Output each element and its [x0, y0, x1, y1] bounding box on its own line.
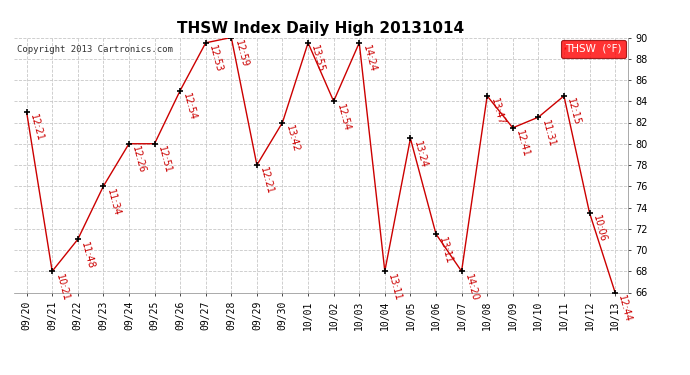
Text: 13:55: 13:55: [309, 44, 326, 74]
Text: 11:48: 11:48: [79, 241, 96, 270]
Text: 11:31: 11:31: [540, 118, 557, 148]
Text: Copyright 2013 Cartronics.com: Copyright 2013 Cartronics.com: [17, 45, 172, 54]
Text: 12:54: 12:54: [181, 92, 199, 122]
Text: 12:53: 12:53: [207, 44, 224, 74]
Legend: THSW  (°F): THSW (°F): [561, 40, 626, 58]
Text: 12:15: 12:15: [565, 98, 582, 127]
Text: 13:11: 13:11: [437, 236, 454, 265]
Text: 13:47: 13:47: [489, 98, 506, 127]
Text: 13:11: 13:11: [386, 273, 403, 302]
Text: 12:44: 12:44: [616, 294, 633, 323]
Text: 12:51: 12:51: [156, 145, 172, 175]
Text: 14:24: 14:24: [361, 44, 377, 74]
Text: 12:59: 12:59: [233, 39, 250, 69]
Text: 12:26: 12:26: [130, 145, 147, 175]
Text: 12:54: 12:54: [335, 103, 352, 132]
Text: 10:06: 10:06: [591, 214, 608, 244]
Title: THSW Index Daily High 20131014: THSW Index Daily High 20131014: [177, 21, 464, 36]
Text: 11:34: 11:34: [105, 188, 121, 217]
Text: 13:24: 13:24: [412, 140, 428, 170]
Text: 10:21: 10:21: [54, 273, 70, 302]
Text: 12:21: 12:21: [258, 166, 275, 196]
Text: 12:41: 12:41: [514, 129, 531, 159]
Text: 14:20: 14:20: [463, 273, 480, 302]
Text: 13:42: 13:42: [284, 124, 301, 153]
Text: 12:21: 12:21: [28, 113, 45, 143]
